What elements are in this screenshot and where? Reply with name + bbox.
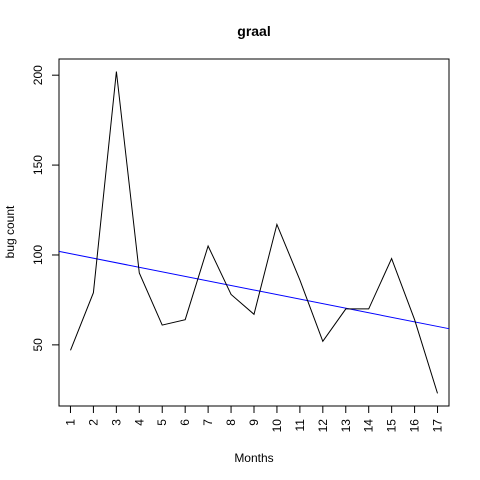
x-tick-label-2: 2 — [86, 419, 100, 426]
x-tick-label-5: 5 — [155, 419, 169, 426]
x-tick-label-11: 11 — [293, 419, 307, 432]
x-tick-label-7: 7 — [201, 419, 215, 426]
x-tick-label-15: 15 — [385, 419, 399, 433]
x-tick-label-17: 17 — [431, 419, 445, 433]
y-tick-label-50: 50 — [31, 338, 45, 352]
y-tick-label-200: 200 — [31, 65, 45, 85]
series-line-0 — [70, 71, 438, 394]
x-tick-label-16: 16 — [408, 419, 422, 433]
x-tick-label-10: 10 — [270, 419, 284, 433]
x-tick-label-13: 13 — [339, 419, 353, 433]
plot-frame — [58, 58, 450, 407]
x-axis-label: Months — [234, 451, 273, 465]
x-tick-label-1: 1 — [63, 419, 77, 426]
trend-line — [58, 250, 450, 330]
y-tick-label-150: 150 — [31, 155, 45, 175]
y-tick-label-100: 100 — [31, 245, 45, 265]
chart-title: graal — [237, 23, 270, 39]
x-tick-label-14: 14 — [362, 419, 376, 433]
x-tick-label-4: 4 — [132, 419, 146, 426]
x-tick-label-9: 9 — [247, 419, 261, 426]
x-tick-label-3: 3 — [109, 419, 123, 426]
x-tick-label-12: 12 — [316, 419, 330, 433]
x-tick-label-6: 6 — [178, 419, 192, 426]
series-group — [58, 71, 450, 394]
y-axis-label: bug count — [3, 205, 17, 258]
x-tick-label-8: 8 — [224, 419, 238, 426]
